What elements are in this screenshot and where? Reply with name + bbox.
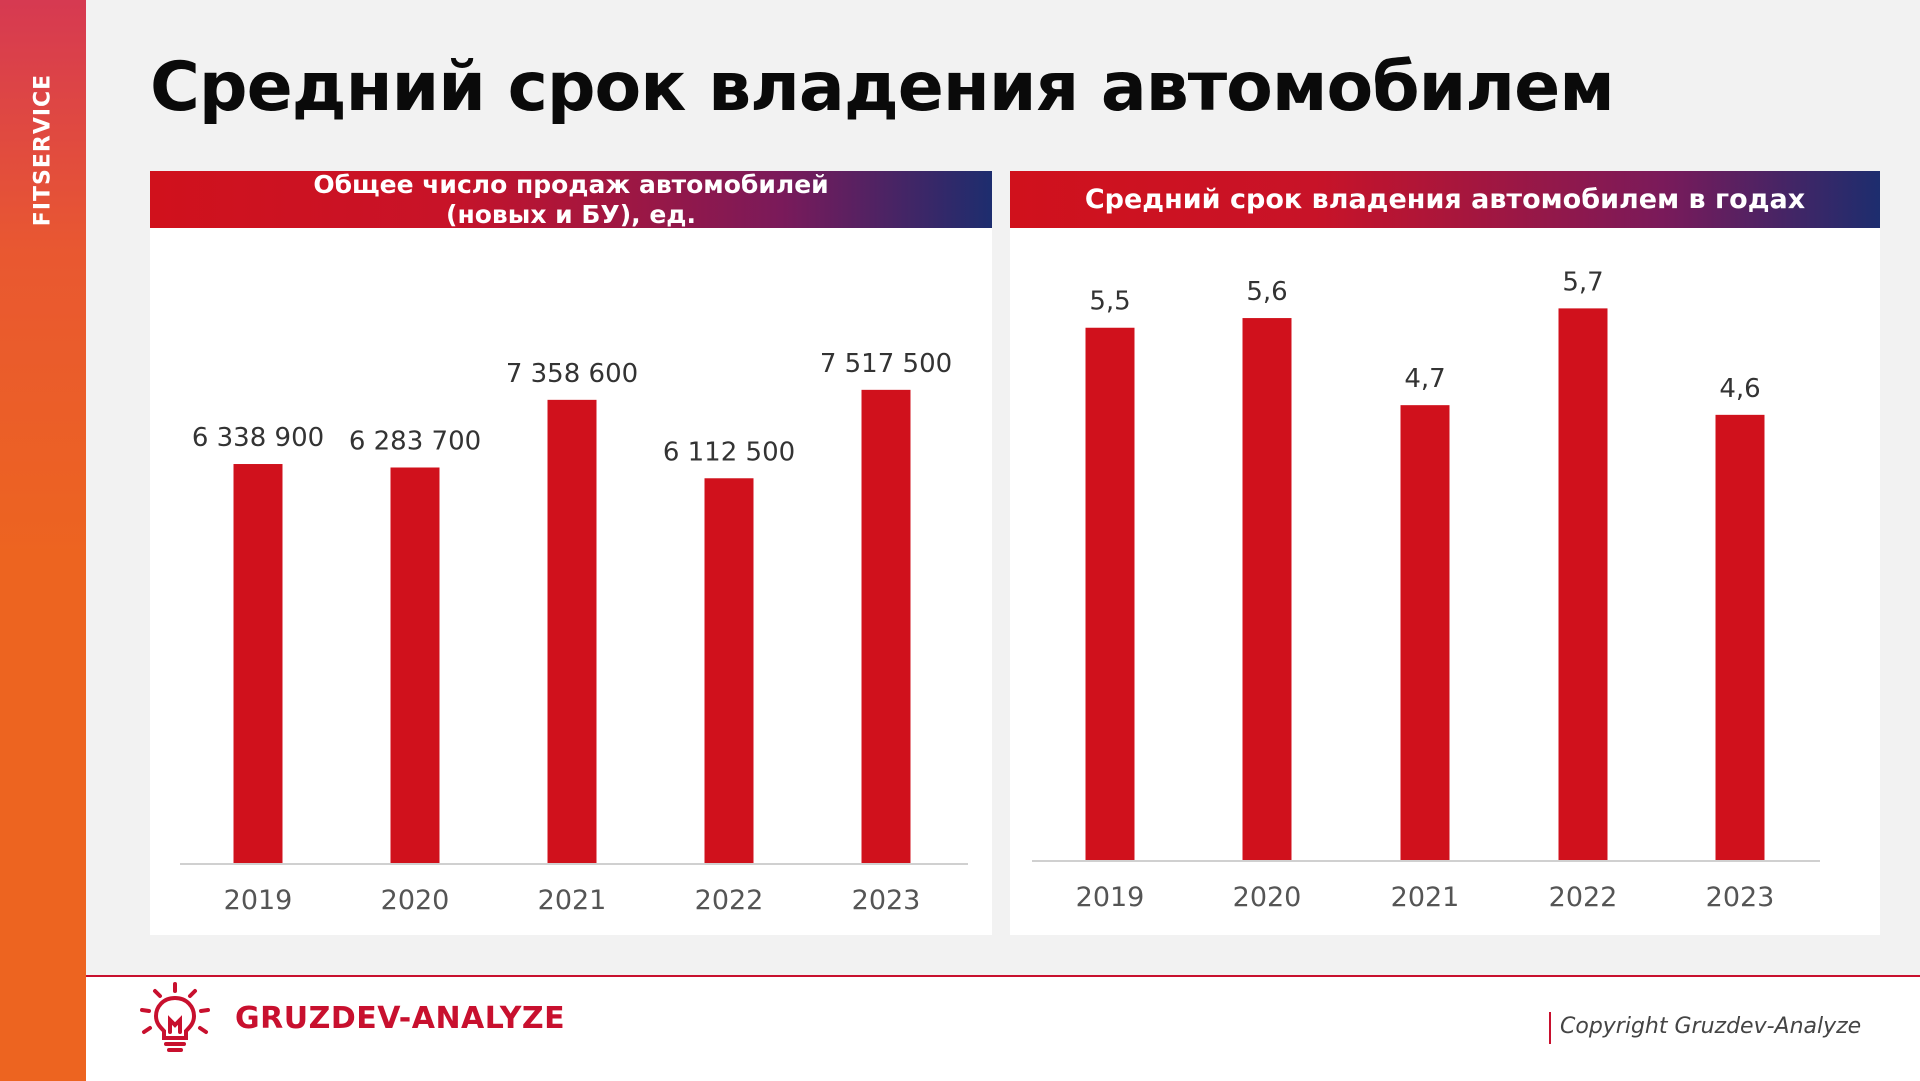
bar-2022	[1558, 308, 1608, 860]
chart-panel-sales: Общее число продаж автомобилей (новых и …	[150, 169, 992, 935]
chart-title-ownership-text: Средний срок владения автомобилем в года…	[1084, 184, 1806, 215]
chart-title-sales-text: Общее число продаж автомобилей (новых и …	[313, 169, 829, 229]
bar-2023	[1715, 414, 1765, 860]
sidebar-gradient	[0, 0, 86, 560]
data-label-2020: 5,6	[1246, 277, 1287, 307]
bar-2022	[704, 478, 754, 863]
footer	[86, 977, 1920, 1081]
copyright-text: Copyright Gruzdev-Analyze	[1560, 1014, 1862, 1039]
sidebar: FITSERVICE	[0, 0, 86, 1081]
bar-2023	[861, 389, 911, 863]
bar-2020	[390, 467, 440, 863]
bar-2020	[1242, 318, 1292, 860]
logo-text: GRUZDEV-ANALYZE	[235, 1001, 566, 1036]
bar-2019	[1085, 327, 1135, 860]
chart-sales: 6 338 900 2019 6 283 700 2020 7 358 600 2021 6…	[180, 349, 968, 916]
category-label-2019: 2019	[1076, 882, 1145, 913]
category-label-2020: 2020	[1233, 882, 1302, 913]
data-label-2023: 7 517 500	[820, 349, 952, 379]
chart-title-sales: Общее число продаж автомобилей (новых и …	[150, 169, 992, 229]
bar-2021	[1400, 405, 1450, 860]
chart-ownership: 5,5 2019 5,6 2020 4,7 2021 5,7 2022 4,6 2023	[1032, 267, 1820, 913]
data-label-2023: 4,6	[1719, 374, 1760, 404]
data-label-2021: 4,7	[1404, 364, 1445, 394]
lightbulb-icon	[140, 982, 210, 1052]
data-label-2022: 5,7	[1562, 267, 1603, 297]
category-label-2019: 2019	[224, 885, 293, 916]
category-label-2021: 2021	[1391, 882, 1460, 913]
category-label-2023: 2023	[1706, 882, 1775, 913]
copyright-divider	[1549, 1012, 1551, 1044]
data-label-2022: 6 112 500	[663, 437, 795, 467]
page-title: Средний срок владения автомобилем	[150, 48, 1615, 127]
brand-vertical-text: FITSERVICE	[30, 73, 56, 227]
data-label-2021: 7 358 600	[506, 359, 638, 389]
category-label-2020: 2020	[381, 885, 450, 916]
category-label-2022: 2022	[695, 885, 764, 916]
data-label-2019: 5,5	[1089, 287, 1130, 317]
data-label-2020: 6 283 700	[349, 426, 481, 456]
footer-divider	[86, 975, 1920, 977]
category-label-2021: 2021	[538, 885, 607, 916]
category-label-2022: 2022	[1549, 882, 1618, 913]
chart-panel-ownership: Средний срок владения автомобилем в года…	[1010, 171, 1880, 935]
bar-2021	[547, 399, 597, 863]
category-label-2023: 2023	[852, 885, 921, 916]
chart-title-ownership: Средний срок владения автомобилем в года…	[1010, 171, 1880, 228]
bar-2019	[233, 464, 283, 863]
data-label-2019: 6 338 900	[192, 423, 324, 453]
